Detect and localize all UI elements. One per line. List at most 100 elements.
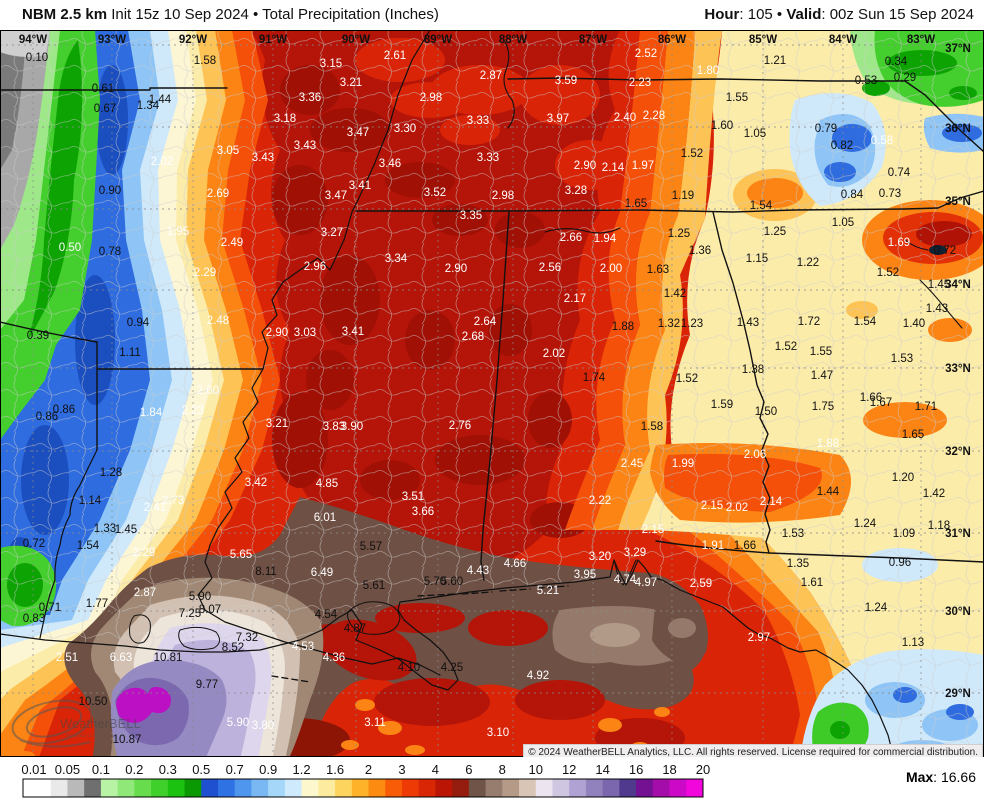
map-canvas: WeatherBELL Analytics LLC 0.10 1.58 0.61 1.… bbox=[0, 29, 984, 764]
svg-text:3.46: 3.46 bbox=[379, 158, 401, 170]
svg-text:0.72: 0.72 bbox=[934, 245, 956, 257]
svg-text:2.22: 2.22 bbox=[589, 495, 611, 507]
svg-text:2.51: 2.51 bbox=[56, 652, 78, 664]
svg-text:14: 14 bbox=[595, 762, 609, 777]
svg-text:6.01: 6.01 bbox=[314, 512, 336, 524]
svg-text:2.15: 2.15 bbox=[701, 500, 723, 512]
svg-text:2.06: 2.06 bbox=[744, 449, 766, 461]
svg-text:5.65: 5.65 bbox=[230, 549, 252, 561]
svg-text:2.23: 2.23 bbox=[182, 405, 204, 417]
svg-text:1.13: 1.13 bbox=[902, 637, 924, 649]
svg-text:6.63: 6.63 bbox=[110, 652, 132, 664]
svg-text:0.79: 0.79 bbox=[815, 123, 837, 135]
svg-text:5.90: 5.90 bbox=[227, 717, 249, 729]
svg-text:2.23: 2.23 bbox=[629, 77, 651, 89]
svg-text:3.51: 3.51 bbox=[402, 491, 424, 503]
svg-text:88°W: 88°W bbox=[499, 34, 527, 46]
svg-text:3.21: 3.21 bbox=[340, 77, 362, 89]
svg-text:34°N: 34°N bbox=[945, 279, 971, 291]
svg-text:3.05: 3.05 bbox=[217, 145, 239, 157]
state-borders bbox=[0, 29, 984, 761]
svg-text:0.86: 0.86 bbox=[36, 411, 58, 423]
svg-text:2.61: 2.61 bbox=[384, 50, 406, 62]
svg-text:0.61: 0.61 bbox=[92, 83, 114, 95]
svg-text:92°W: 92°W bbox=[179, 34, 207, 46]
svg-text:6: 6 bbox=[465, 762, 472, 777]
svg-text:0.5: 0.5 bbox=[192, 762, 210, 777]
svg-text:1.55: 1.55 bbox=[726, 92, 748, 104]
svg-text:1.43: 1.43 bbox=[926, 303, 948, 315]
svg-text:0.9: 0.9 bbox=[259, 762, 277, 777]
svg-text:1.53: 1.53 bbox=[782, 528, 804, 540]
svg-text:3.59: 3.59 bbox=[555, 75, 577, 87]
svg-text:33°N: 33°N bbox=[945, 363, 971, 375]
svg-text:1.45: 1.45 bbox=[928, 279, 950, 291]
svg-text:0.84: 0.84 bbox=[841, 189, 864, 201]
header-bar: NBM 2.5 km Init 15z 10 Sep 2024 • Total … bbox=[0, 0, 984, 29]
svg-text:2.56: 2.56 bbox=[539, 262, 561, 274]
svg-text:0.50: 0.50 bbox=[59, 242, 81, 254]
svg-text:1.42: 1.42 bbox=[664, 288, 686, 300]
svg-text:3.15: 3.15 bbox=[320, 58, 342, 70]
svg-text:6.49: 6.49 bbox=[311, 567, 333, 579]
svg-text:1.35: 1.35 bbox=[787, 558, 809, 570]
svg-text:8.52: 8.52 bbox=[222, 642, 244, 654]
svg-text:4.85: 4.85 bbox=[316, 478, 338, 490]
svg-text:1.24: 1.24 bbox=[865, 602, 888, 614]
svg-text:9.77: 9.77 bbox=[196, 679, 218, 691]
svg-text:83°W: 83°W bbox=[907, 34, 935, 46]
legend-bar: 0.01 0.05 0.1 0.2 0.3 0.5 0.7 0.9 1.2 1.6 2 3 4 6 8 10 1… bbox=[0, 757, 984, 808]
svg-text:3.29: 3.29 bbox=[624, 547, 646, 559]
svg-text:3.95: 3.95 bbox=[574, 569, 596, 581]
grid-labels: 94°W 93°W 92°W 91°W 90°W 89°W 88°W 87°W 86°W 85°W… bbox=[19, 34, 971, 700]
svg-text:0.82: 0.82 bbox=[831, 140, 853, 152]
svg-text:0.05: 0.05 bbox=[55, 762, 80, 777]
svg-text:10.87: 10.87 bbox=[113, 734, 142, 746]
svg-text:2.64: 2.64 bbox=[474, 316, 497, 328]
svg-text:3.28: 3.28 bbox=[565, 185, 587, 197]
svg-text:0.96: 0.96 bbox=[889, 557, 911, 569]
svg-text:10: 10 bbox=[529, 762, 543, 777]
svg-text:1.71: 1.71 bbox=[915, 401, 937, 413]
svg-text:1.66: 1.66 bbox=[860, 392, 882, 404]
svg-text:2.49: 2.49 bbox=[221, 237, 243, 249]
svg-text:1.69: 1.69 bbox=[888, 237, 910, 249]
svg-text:2.60: 2.60 bbox=[197, 385, 219, 397]
svg-text:1.52: 1.52 bbox=[681, 148, 703, 160]
svg-text:30°N: 30°N bbox=[945, 606, 971, 618]
svg-text:1.59: 1.59 bbox=[711, 399, 733, 411]
svg-text:1.32: 1.32 bbox=[658, 318, 680, 330]
svg-text:1.54: 1.54 bbox=[77, 540, 100, 552]
svg-text:2.40: 2.40 bbox=[614, 112, 636, 124]
svg-text:1.43: 1.43 bbox=[737, 317, 759, 329]
svg-text:18: 18 bbox=[662, 762, 676, 777]
svg-text:2.45: 2.45 bbox=[621, 458, 643, 470]
svg-text:1.44: 1.44 bbox=[817, 486, 840, 498]
svg-text:1.05: 1.05 bbox=[744, 128, 766, 140]
svg-text:2.73: 2.73 bbox=[162, 495, 184, 507]
svg-text:0.86: 0.86 bbox=[53, 404, 75, 416]
header-valid: Hour: 105 • Valid: 00z Sun 15 Sep 2024 bbox=[704, 6, 974, 23]
svg-text:0.2: 0.2 bbox=[125, 762, 143, 777]
svg-text:5.90: 5.90 bbox=[189, 591, 211, 603]
svg-text:1.22: 1.22 bbox=[797, 257, 819, 269]
svg-text:0.90: 0.90 bbox=[99, 185, 121, 197]
svg-text:29°N: 29°N bbox=[945, 688, 971, 700]
header-title: NBM 2.5 km Init 15z 10 Sep 2024 • Total … bbox=[22, 6, 439, 23]
svg-text:2.76: 2.76 bbox=[449, 420, 471, 432]
svg-text:4: 4 bbox=[432, 762, 439, 777]
svg-text:2.29: 2.29 bbox=[133, 547, 155, 559]
svg-text:0.29: 0.29 bbox=[894, 72, 916, 84]
svg-text:7.25: 7.25 bbox=[179, 608, 201, 620]
svg-text:1.28: 1.28 bbox=[100, 467, 122, 479]
svg-text:0.3: 0.3 bbox=[159, 762, 177, 777]
svg-text:2.69: 2.69 bbox=[207, 188, 229, 200]
svg-text:1.50: 1.50 bbox=[755, 406, 777, 418]
svg-text:2.59: 2.59 bbox=[690, 578, 712, 590]
svg-text:3.21: 3.21 bbox=[266, 418, 288, 430]
svg-text:2.02: 2.02 bbox=[151, 156, 173, 168]
svg-text:2.00: 2.00 bbox=[600, 263, 622, 275]
svg-text:1.6: 1.6 bbox=[326, 762, 344, 777]
svg-text:1.11: 1.11 bbox=[119, 347, 141, 359]
svg-text:1.24: 1.24 bbox=[854, 518, 877, 530]
